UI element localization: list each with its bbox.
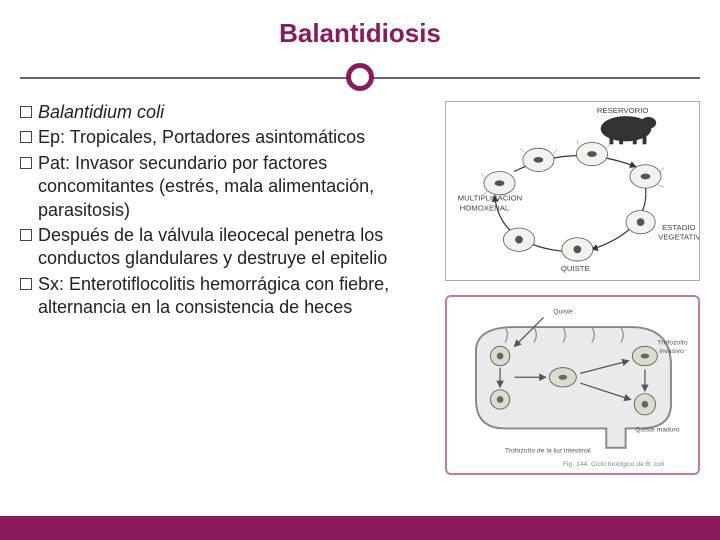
- slide-title: Balantidiosis: [20, 18, 700, 49]
- bullet-square-icon: [20, 106, 32, 118]
- label-trofozoito: Trofozoíto: [657, 339, 687, 346]
- list-item: Sx: Enterotiflocolitis hemorrágica con f…: [20, 273, 435, 320]
- label-quiste: Quiste: [553, 309, 573, 316]
- bullet-text: Sx: Enterotiflocolitis hemorrágica con f…: [38, 273, 435, 320]
- bullet-square-icon: [20, 278, 32, 290]
- list-item: Balantidium coli: [20, 101, 435, 124]
- label-estadio: ESTADIO: [662, 223, 696, 232]
- bullet-text: Después de la válvula ileocecal penetra …: [38, 224, 435, 271]
- bullet-square-icon: [20, 131, 32, 143]
- label-mult: MULTIPLICACION: [458, 194, 523, 203]
- bullet-square-icon: [20, 229, 32, 241]
- bullet-text: Pat: Invasor secundario por factores con…: [38, 152, 435, 222]
- label-estadio2: VEGETATIVO: [658, 233, 699, 242]
- label-quiste-maduro: Quiste maduro: [635, 426, 680, 433]
- list-item: Ep: Tropicales, Portadores asintomáticos: [20, 126, 435, 149]
- colon-cycle-diagram: Quiste Trofozoíto invasivo Quiste maduro…: [445, 295, 700, 475]
- divider-circle-icon: [346, 63, 374, 91]
- title-divider: [20, 61, 700, 93]
- label-invasivo: invasivo: [659, 348, 684, 355]
- list-item: Pat: Invasor secundario por factores con…: [20, 152, 435, 222]
- slide: Balantidiosis Balantidium coli Ep: Tropi…: [0, 0, 720, 540]
- figure-column: RESERVORIO: [445, 101, 700, 475]
- label-mult2: HOMOXENAL: [460, 203, 510, 212]
- label-reservorio: RESERVORIO: [597, 106, 649, 115]
- footer-accent-bar: [0, 516, 720, 540]
- label-luz: Trofozoíto de la luz intestinal: [505, 448, 591, 455]
- list-item: Después de la válvula ileocecal penetra …: [20, 224, 435, 271]
- label-quiste: QUISTE: [561, 264, 590, 273]
- lifecycle-diagram: RESERVORIO: [445, 101, 700, 281]
- bullet-square-icon: [20, 157, 32, 169]
- bullet-list: Balantidium coli Ep: Tropicales, Portado…: [20, 101, 435, 475]
- bullet-text: Balantidium coli: [38, 101, 435, 124]
- figure-caption: Fig. 144. Ciclo biológico de B. coli: [563, 461, 665, 468]
- bullet-text: Ep: Tropicales, Portadores asintomáticos: [38, 126, 435, 149]
- content-row: Balantidium coli Ep: Tropicales, Portado…: [20, 101, 700, 475]
- pig-icon: [601, 116, 656, 144]
